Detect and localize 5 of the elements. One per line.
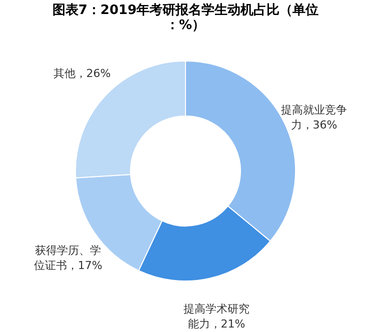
chart-title: 图表7：2019年考研报名学生动机占比（单位：%） [52, 2, 319, 33]
slice-label: 其他，26% [53, 66, 111, 80]
slice-label: 获得学历、学位证书，17% [34, 244, 102, 272]
slice-label: 提高学术研究能力，21% [183, 302, 250, 331]
slice-label: 提高就业竞争力，36% [280, 104, 347, 132]
